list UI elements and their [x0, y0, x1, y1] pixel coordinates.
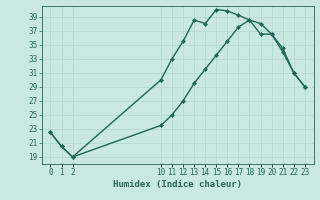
X-axis label: Humidex (Indice chaleur): Humidex (Indice chaleur) — [113, 180, 242, 189]
